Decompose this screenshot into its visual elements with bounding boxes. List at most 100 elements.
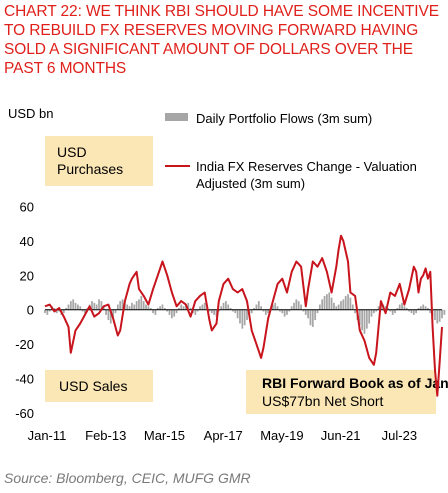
flow-bar (253, 307, 255, 310)
x-tick-label: Jan-11 (28, 428, 67, 443)
chart-title: CHART 22: WE THINK RBI SHOULD HAVE SOME … (4, 3, 439, 77)
x-tick-label: Mar-15 (144, 428, 185, 443)
forward-book-bold: RBI Forward Book as of Jan 2025: (262, 375, 448, 391)
flow-bar (112, 309, 115, 319)
chart-area: USD Purchases USD Sales RBI Forward Book… (0, 100, 448, 445)
flow-bar (434, 309, 436, 321)
y-tick-label: 60 (20, 199, 34, 214)
purchases-box (45, 136, 153, 186)
flow-bar (377, 306, 380, 310)
flow-bar (154, 309, 157, 315)
flow-bar (116, 304, 119, 310)
flow-bar (286, 309, 288, 315)
flow-bar (53, 307, 56, 310)
flow-bar (323, 295, 326, 310)
flow-bar (370, 309, 373, 317)
y-tick-label: 20 (20, 268, 34, 283)
y-tick-label: 40 (20, 234, 34, 249)
flow-bar (138, 299, 140, 310)
forward-book-box (246, 370, 436, 414)
flow-bar (410, 309, 413, 314)
flow-bar (166, 309, 169, 312)
flow-bar (72, 299, 75, 310)
y-tick-labels: -60 -40 -20 0 20 40 60 (15, 199, 34, 421)
flow-bar (119, 301, 122, 310)
flow-bar (300, 304, 302, 310)
flow-bar (55, 309, 58, 314)
flow-bar (349, 297, 352, 310)
flow-bar (194, 309, 197, 315)
flow-bar (267, 309, 270, 314)
flow-bar (415, 309, 418, 314)
flow-bar (372, 309, 375, 314)
flow-bar (131, 302, 133, 310)
flow-bar (389, 309, 392, 312)
flow-bar (257, 301, 260, 310)
flow-bar (170, 309, 173, 319)
flow-bar (159, 306, 161, 310)
flow-bar (304, 309, 307, 315)
flow-bar (213, 309, 216, 315)
flow-bar (156, 307, 159, 310)
flow-bar (81, 309, 84, 312)
flow-bar (328, 292, 331, 310)
x-tick-label: Apr-17 (204, 428, 243, 443)
flow-bar (201, 304, 204, 310)
flow-bar (210, 309, 213, 314)
flow-bar (422, 304, 425, 310)
flow-bar (342, 299, 345, 310)
flow-bar (295, 299, 298, 310)
bar-series (44, 292, 446, 334)
flow-bar (412, 309, 415, 315)
legend-line-label-2: Adjusted (3m sum) (196, 176, 305, 191)
y-tick-label: 0 (27, 303, 34, 318)
flow-bar (178, 307, 180, 310)
flow-bar (417, 307, 420, 310)
flow-bar (307, 309, 309, 319)
flow-bar (180, 304, 183, 310)
flow-bar (203, 302, 206, 310)
flow-bar (93, 302, 96, 310)
flow-bar (419, 306, 422, 310)
flow-bar (84, 309, 86, 314)
flow-bar (276, 306, 279, 310)
flow-bar (62, 309, 65, 314)
flow-bar (403, 306, 406, 310)
legend: Daily Portfolio Flows (3m sum) India FX … (165, 111, 417, 191)
y-tick-label: -20 (15, 337, 34, 352)
flow-bar (281, 309, 284, 314)
purchases-label-line1: USD (57, 144, 87, 160)
flow-bar (215, 309, 218, 317)
flow-bar (135, 301, 138, 310)
flow-bar (318, 304, 321, 310)
flow-bar (326, 294, 328, 310)
flow-bar (199, 306, 201, 310)
flow-bar (335, 306, 338, 310)
flow-bar (361, 309, 364, 331)
flow-bar (441, 309, 443, 319)
flow-bar (222, 302, 225, 310)
flow-bar (142, 301, 145, 310)
flow-bar (314, 309, 317, 321)
flow-bar (140, 295, 143, 310)
flow-bar (145, 304, 147, 310)
flow-bar (405, 307, 408, 310)
flow-bar (347, 294, 349, 310)
flow-bar (264, 309, 267, 315)
flow-bar (297, 301, 300, 310)
fx-reserves-line (44, 234, 443, 397)
flow-bar (163, 307, 166, 310)
flow-bar (126, 304, 129, 310)
flow-bar (69, 301, 72, 310)
flow-bar (225, 301, 227, 310)
x-tick-label: Jul-23 (382, 428, 417, 443)
flow-bar (321, 299, 324, 310)
flow-bar (173, 309, 176, 317)
x-tick-label: Jun-21 (321, 428, 361, 443)
flow-bar (217, 309, 220, 312)
flow-bar (394, 309, 396, 314)
flow-bar (365, 309, 368, 329)
flow-bar (391, 309, 394, 315)
flow-bar (255, 304, 258, 310)
legend-line-label-1: India FX Reserves Change - Valuation (196, 159, 417, 174)
